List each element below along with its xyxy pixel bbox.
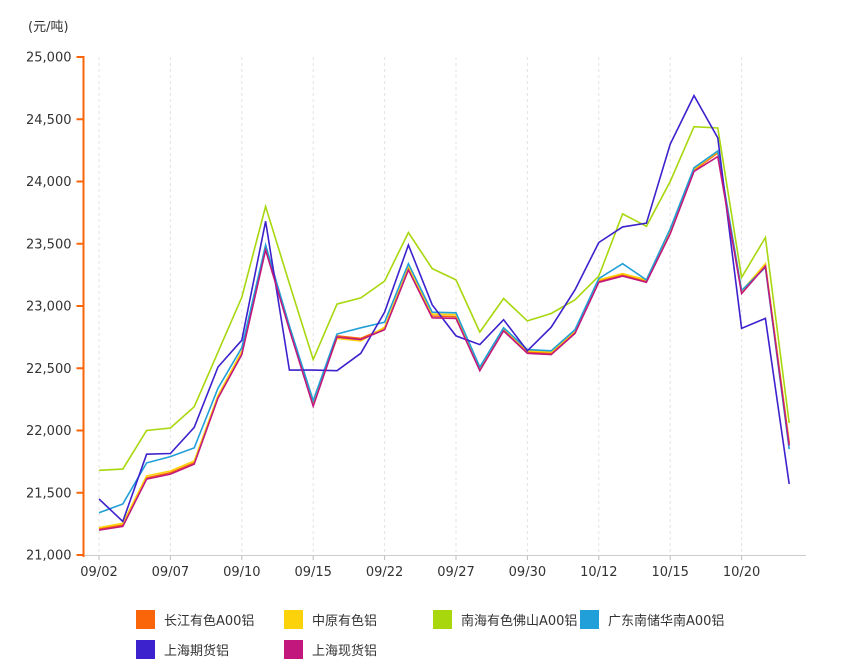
y-axis-label: 23,000 xyxy=(26,300,72,315)
legend-swatch xyxy=(284,640,303,659)
series-line-南海有色佛山A00铝 xyxy=(98,125,790,472)
legend-swatch xyxy=(136,640,155,659)
legend-label: 中原有色铝 xyxy=(312,614,378,629)
legend-label: 广东南储华南A00铝 xyxy=(608,614,725,629)
legend-item-中原有色铝[interactable]: 中原有色铝 xyxy=(284,610,377,629)
legend-swatch xyxy=(433,610,452,629)
x-axis-label: 09/30 xyxy=(509,565,546,580)
x-axis-label: 10/12 xyxy=(580,565,617,580)
x-axis-label: 09/27 xyxy=(437,565,474,580)
y-axis-label: 21,000 xyxy=(26,549,72,564)
legend-label: 南海有色佛山A00铝 xyxy=(461,614,578,629)
legend-label: 上海期货铝 xyxy=(164,644,230,659)
legend-swatch xyxy=(136,610,155,629)
price-line-chart: 25,000 24,500 24,000 23,500 23,000 22,500 22,0… xyxy=(26,51,806,580)
legend-swatch xyxy=(284,610,303,629)
legend-item-长江有色A00铝[interactable]: 长江有色A00铝 xyxy=(136,610,254,629)
series-line-中原有色铝 xyxy=(98,150,790,529)
y-axis-label: 21,500 xyxy=(26,486,72,501)
series-line-上海现货铝 xyxy=(98,155,790,531)
y-axis-label: 23,500 xyxy=(26,237,72,252)
y-axis-label: 22,500 xyxy=(26,362,72,377)
x-axis-label: 09/15 xyxy=(294,565,331,580)
legend-item-上海期货铝[interactable]: 上海期货铝 xyxy=(136,640,229,659)
x-axis-label: 10/15 xyxy=(651,565,688,580)
y-axis-label: 25,000 xyxy=(26,51,72,66)
y-axis-label: 24,000 xyxy=(26,175,72,190)
series-line-长江有色A00铝 xyxy=(98,151,790,530)
legend-item-上海现货铝[interactable]: 上海现货铝 xyxy=(284,640,377,659)
y-axis-unit-label: (元/吨) xyxy=(28,20,69,35)
y-axis-label: 22,000 xyxy=(26,424,72,439)
x-axis-label: 10/20 xyxy=(723,565,760,580)
legend-label: 长江有色A00铝 xyxy=(164,614,255,629)
x-axis-label: 09/07 xyxy=(152,565,189,580)
x-axis-label: 09/10 xyxy=(223,565,260,580)
legend-swatch xyxy=(580,610,599,629)
y-axis-label: 24,500 xyxy=(26,113,72,128)
x-axis-label: 09/22 xyxy=(366,565,403,580)
series-line-上海期货铝 xyxy=(98,93,790,523)
series-line-广东南储华南A00铝 xyxy=(98,149,790,514)
x-axis-label: 09/02 xyxy=(80,565,117,580)
legend-item-广东南储华南A00铝[interactable]: 广东南储华南A00铝 xyxy=(580,610,724,629)
legend-item-南海有色佛山A00铝[interactable]: 南海有色佛山A00铝 xyxy=(433,610,577,629)
legend-label: 上海现货铝 xyxy=(312,644,378,659)
